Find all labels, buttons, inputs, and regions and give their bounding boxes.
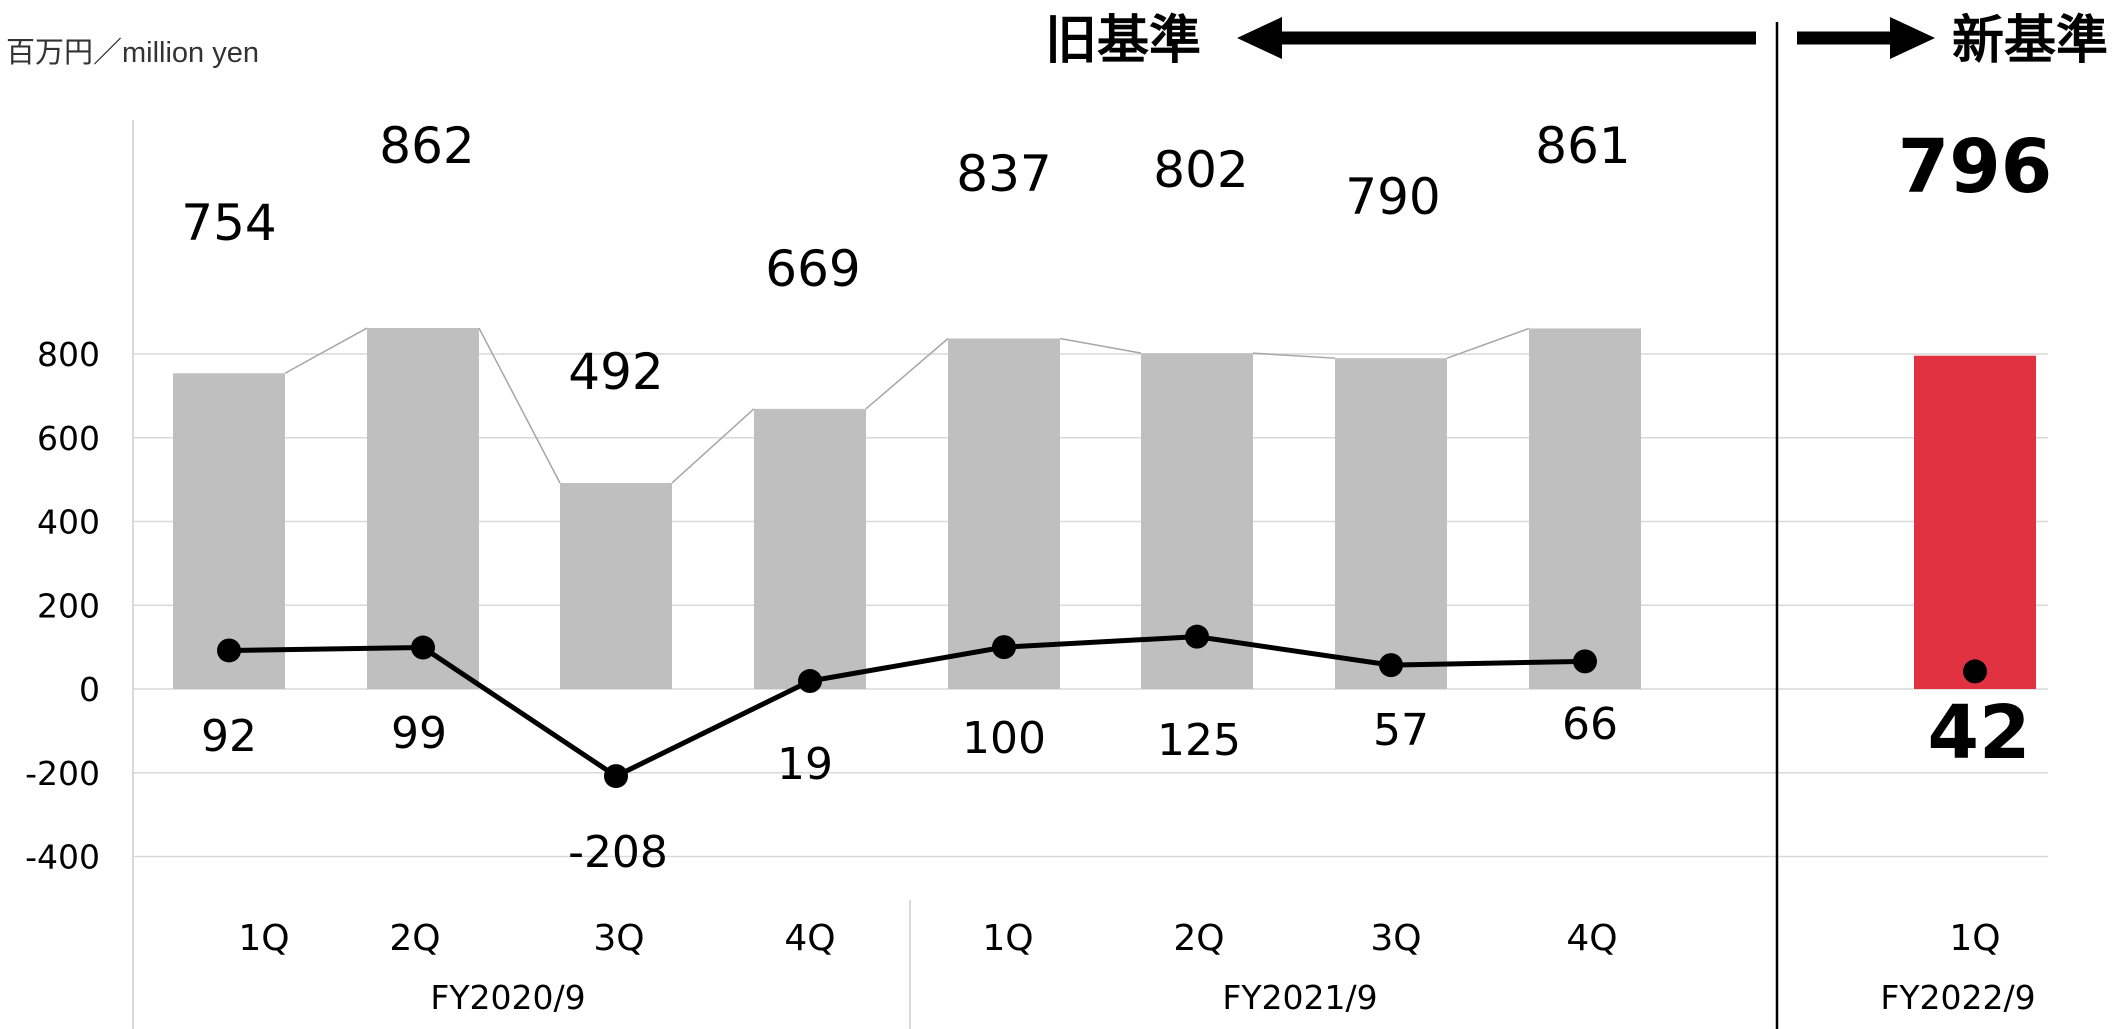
x-tick-label: 1Q <box>982 918 1033 959</box>
bar-connector-line <box>1446 327 1530 359</box>
bar <box>1529 328 1641 689</box>
line-value-label: 92 <box>201 711 257 762</box>
bar-value-label: 754 <box>181 194 276 252</box>
line-value-label: 99 <box>391 708 447 759</box>
line-value-label: 19 <box>777 739 833 790</box>
line-value-label: 66 <box>1562 699 1618 750</box>
unit-label: 百万円／million yen <box>6 37 259 69</box>
bar <box>560 482 672 689</box>
bar-value-label: 861 <box>1535 117 1630 175</box>
bar-value-label: 802 <box>1153 141 1248 199</box>
bar <box>948 338 1060 689</box>
bar <box>173 373 285 689</box>
x-tick-label: 2Q <box>1173 918 1224 959</box>
line-value-label: 100 <box>962 713 1046 764</box>
y-tick-label: -400 <box>25 838 100 877</box>
line-point <box>1379 653 1403 678</box>
x-tick-label: 4Q <box>1566 918 1617 959</box>
bar-value-label: 796 <box>1898 124 2052 210</box>
y-tick-label: 200 <box>37 586 100 625</box>
y-tick-label: 600 <box>37 419 100 458</box>
line-point <box>1573 649 1597 674</box>
y-tick-label: 400 <box>37 503 100 542</box>
bar <box>1335 358 1447 689</box>
y-tick-label: -200 <box>25 754 100 793</box>
basis-new-arrow <box>1797 17 1935 59</box>
bar-connector-line <box>1252 352 1336 359</box>
bar-value-label: 492 <box>568 343 663 401</box>
line-value-label: 42 <box>1928 690 2031 776</box>
line-value-label: 125 <box>1157 715 1241 766</box>
x-tick-label: 3Q <box>1370 918 1421 959</box>
x-tick-label: 1Q <box>238 918 289 959</box>
bar-value-label: 790 <box>1345 168 1440 226</box>
bar-connector-line <box>865 337 949 410</box>
line-value-label: -208 <box>568 827 668 878</box>
x-tick-label: 1Q <box>1949 918 2000 959</box>
bar-connector-line <box>671 408 755 484</box>
basis-old-arrow <box>1237 17 1756 59</box>
bar <box>754 408 866 689</box>
line-point <box>411 635 435 660</box>
y-tick-label: 0 <box>79 670 100 709</box>
bar <box>367 328 479 689</box>
bar-value-label: 862 <box>379 117 474 175</box>
bar-connector-line <box>1059 337 1142 354</box>
line-point <box>217 638 241 663</box>
line-point <box>604 764 628 789</box>
line-point <box>992 635 1016 660</box>
group-label-fy2021: FY2021/9 <box>1222 978 1377 1017</box>
line-point <box>798 669 822 694</box>
group-label-fy2020: FY2020/9 <box>430 978 585 1017</box>
basis-old-label: 旧基準 <box>1045 11 1201 71</box>
x-tick-label: 3Q <box>593 918 644 959</box>
series-line <box>228 634 1586 779</box>
line-value-label: 57 <box>1373 705 1429 756</box>
x-tick-label: 2Q <box>389 918 440 959</box>
line-point <box>1963 659 1987 684</box>
bar-value-label: 669 <box>765 240 860 298</box>
bar-connector-line <box>478 327 561 484</box>
x-tick-label: 4Q <box>784 918 835 959</box>
bar-value-label: 837 <box>956 145 1051 203</box>
basis-new-label: 新基準 <box>1952 11 2108 71</box>
line-point <box>1185 624 1209 649</box>
bar-connector-line <box>284 327 368 374</box>
group-label-fy2022: FY2022/9 <box>1880 978 2035 1017</box>
y-tick-label: 800 <box>37 335 100 374</box>
bar <box>1914 355 2036 689</box>
